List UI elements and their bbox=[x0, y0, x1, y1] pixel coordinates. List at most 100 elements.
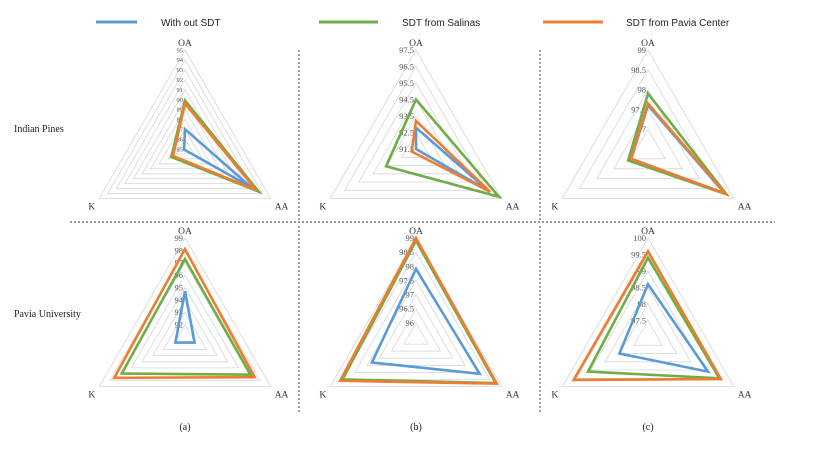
grid-ring bbox=[175, 138, 195, 155]
grid-ring bbox=[98, 237, 272, 387]
grid-ring bbox=[124, 78, 246, 185]
tick-label: 96 bbox=[406, 318, 415, 328]
tick-label: 93 bbox=[177, 67, 184, 74]
tick-label: 99 bbox=[175, 233, 184, 243]
axis-label-k: K bbox=[319, 391, 326, 401]
tick-label: 98.5 bbox=[631, 283, 646, 293]
series-polygon-with-out-sdt bbox=[414, 124, 490, 193]
tick-label: 97 bbox=[406, 290, 415, 300]
tick-label: 96.5 bbox=[399, 62, 414, 72]
radar-panel-indian-pines-b: 97.5 96.5 95.5 94.5 93.5 92.5 91.5 OA AA K bbox=[319, 39, 519, 213]
tick-label: 98 bbox=[638, 85, 647, 95]
series-polygon-sdt-from-pavia-center bbox=[171, 100, 258, 192]
grid-ring bbox=[590, 270, 706, 371]
series-polygon-with-out-sdt bbox=[629, 102, 726, 195]
legend-label-without-sdt: With out SDT bbox=[161, 18, 220, 29]
tick-label: 98.5 bbox=[399, 247, 414, 257]
tick-label: 98 bbox=[638, 299, 647, 309]
tick-label: 97.5 bbox=[631, 104, 646, 114]
legend-label-sdt-pavia-center: SDT from Pavia Center bbox=[626, 18, 730, 29]
row-label-pavia-university: Pavia University bbox=[14, 309, 81, 320]
axis-label-k: K bbox=[551, 203, 558, 213]
tick-label: 93 bbox=[175, 307, 184, 317]
tick-label: 98.5 bbox=[631, 65, 646, 75]
grid-ring bbox=[329, 237, 503, 387]
tick-label: 95.5 bbox=[399, 78, 414, 88]
grid-ring bbox=[109, 249, 261, 381]
axis-label-oa: OA bbox=[178, 227, 192, 237]
grid-ring bbox=[578, 69, 718, 190]
tick-label: 97.5 bbox=[399, 45, 414, 55]
series-polygon-sdt-from-salinas bbox=[119, 256, 253, 377]
tick-label: 96.5 bbox=[399, 304, 414, 314]
grid-ring bbox=[403, 322, 429, 345]
axis-label-oa: OA bbox=[178, 39, 192, 49]
tick-label: 100 bbox=[633, 233, 646, 243]
series-polygon-sdt-from-pavia-center bbox=[112, 246, 257, 380]
series-polygon-sdt-from-pavia-center bbox=[571, 248, 724, 382]
tick-label: 90 bbox=[177, 97, 184, 104]
column-label-a: (a) bbox=[179, 422, 190, 433]
axis-label-aa: AA bbox=[275, 203, 289, 213]
grid-ring bbox=[613, 108, 683, 170]
axis-label-oa: OA bbox=[409, 39, 423, 49]
tick-label: 98 bbox=[175, 245, 184, 255]
column-label-b: (b) bbox=[410, 422, 422, 433]
series-polygon-sdt-from-pavia-center bbox=[629, 100, 731, 197]
grid-ring bbox=[130, 274, 240, 369]
tick-label: 97.5 bbox=[399, 275, 414, 285]
series-polygon-sdt-from-salinas bbox=[585, 255, 722, 380]
axis-label-k: K bbox=[88, 391, 95, 401]
tick-label: 95 bbox=[175, 283, 184, 293]
axis-label-k: K bbox=[88, 203, 95, 213]
tick-label: 91.5 bbox=[399, 144, 414, 154]
axis-label-k: K bbox=[551, 391, 558, 401]
radar-panel-pavia-university-b: 99 98.5 98 97.5 97 96.5 96 OA AA K bbox=[319, 227, 519, 401]
grid-ring bbox=[152, 299, 218, 357]
series-polygon-with-out-sdt bbox=[369, 266, 483, 376]
tick-label: 89 bbox=[177, 107, 184, 114]
axis-label-aa: AA bbox=[738, 203, 752, 213]
axis-label-aa: AA bbox=[506, 391, 520, 401]
grid-ring bbox=[633, 319, 663, 346]
tick-label: 97.5 bbox=[631, 316, 646, 326]
grid-ring bbox=[630, 128, 666, 160]
grid-ring bbox=[390, 307, 442, 352]
axis-label-aa: AA bbox=[275, 391, 289, 401]
grid-ring bbox=[115, 69, 255, 190]
grid-ring bbox=[604, 286, 692, 363]
axis-label-aa: AA bbox=[738, 391, 752, 401]
grid-ring bbox=[107, 59, 263, 195]
tick-label: 85 bbox=[177, 146, 184, 153]
axis-label-aa: AA bbox=[506, 203, 520, 213]
axis-label-k: K bbox=[319, 203, 326, 213]
tick-label: 94.5 bbox=[399, 95, 414, 105]
grid-ring bbox=[401, 131, 431, 158]
grid-ring bbox=[378, 293, 454, 359]
column-label-c: (c) bbox=[642, 422, 653, 433]
tick-label: 92 bbox=[177, 77, 184, 84]
series-polygon-with-out-sdt bbox=[182, 126, 252, 189]
grid-ring bbox=[141, 286, 229, 363]
grid-ring bbox=[162, 311, 208, 350]
series-polygon-with-out-sdt bbox=[173, 290, 197, 344]
tick-label: 96 bbox=[175, 270, 184, 280]
series-polygon-sdt-from-salinas bbox=[626, 90, 731, 197]
grid-ring bbox=[561, 49, 735, 199]
grid-ring bbox=[561, 237, 735, 387]
tick-label: 93.5 bbox=[399, 111, 414, 121]
row-label-indian-pines: Indian Pines bbox=[14, 124, 64, 135]
series-polygon-sdt-from-salinas bbox=[384, 97, 503, 200]
grid-ring bbox=[343, 65, 489, 191]
tick-label: 91 bbox=[177, 87, 184, 94]
grid-ring bbox=[141, 98, 229, 175]
tick-label: 86 bbox=[177, 136, 184, 143]
tick-label: 95 bbox=[177, 47, 184, 54]
legend: With out SDT SDT from Salinas SDT from P… bbox=[96, 18, 730, 29]
axis-label-oa: OA bbox=[641, 227, 655, 237]
grid-ring bbox=[341, 251, 491, 380]
